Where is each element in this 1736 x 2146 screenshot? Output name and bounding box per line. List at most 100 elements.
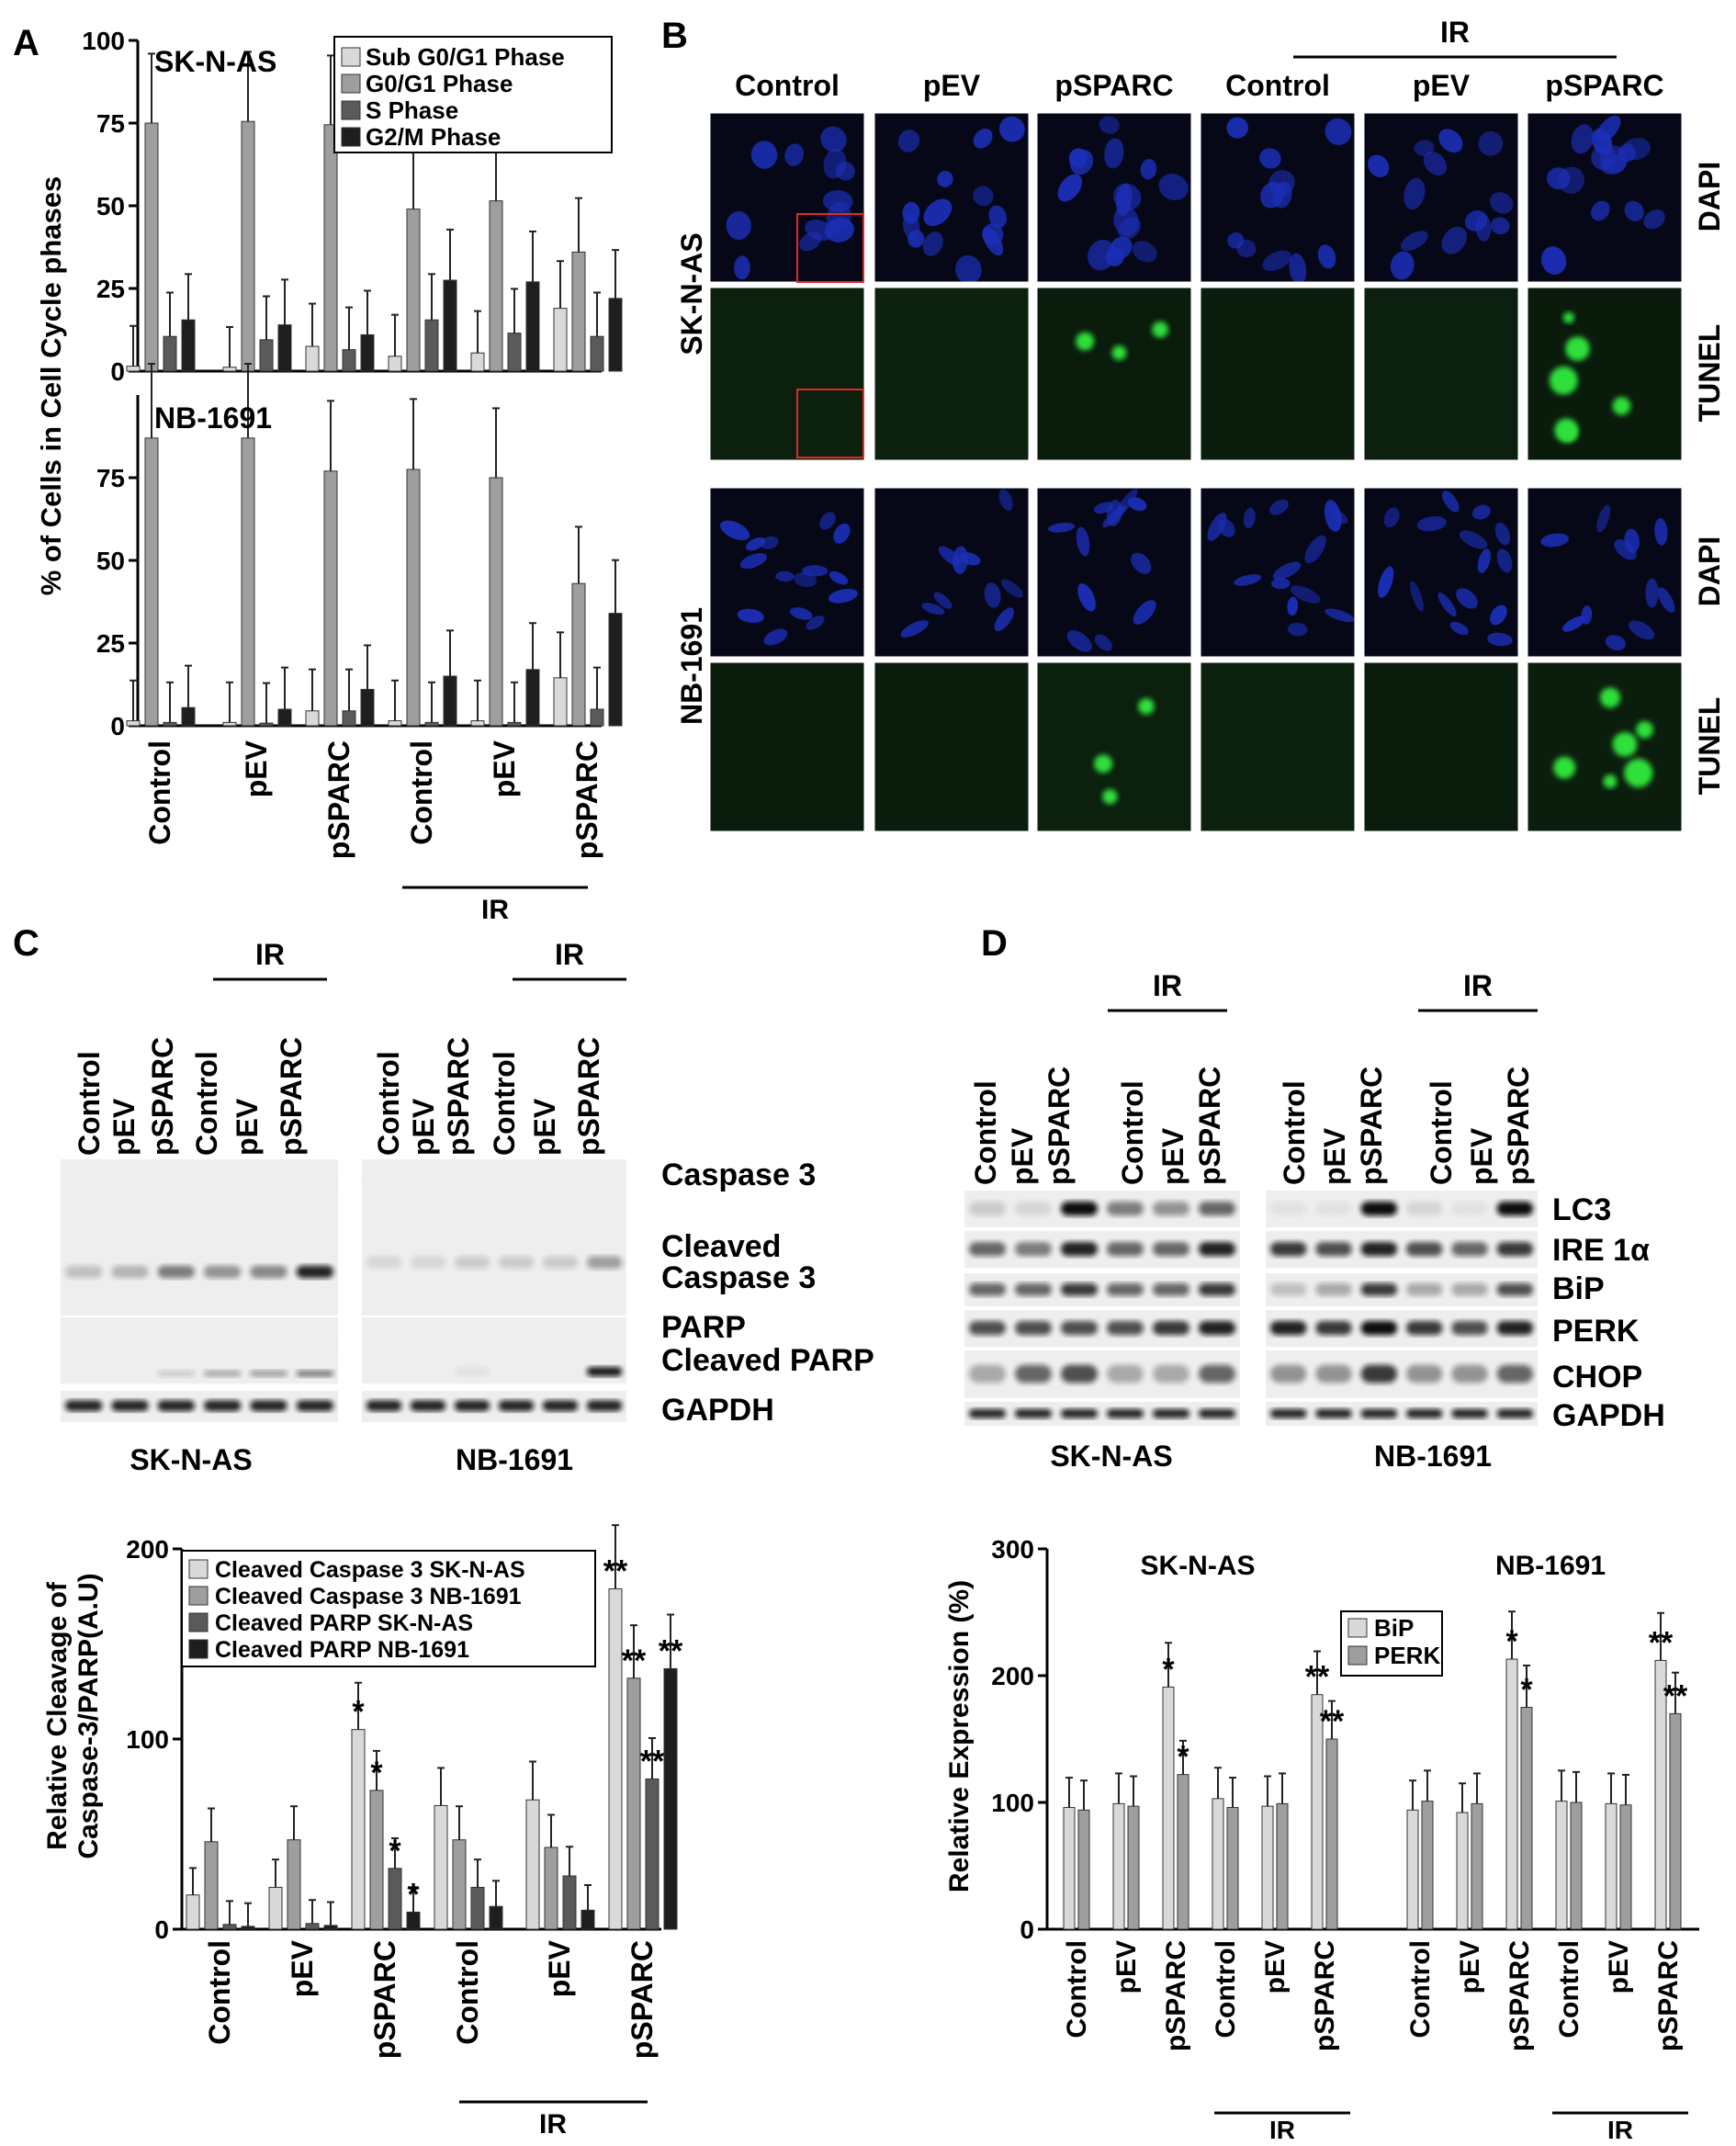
blot-lane-header: Control [190,1051,223,1156]
image-border [872,660,1031,834]
bar [222,367,237,372]
bar [277,708,292,727]
nucleus [750,141,778,169]
panel-b-ir-label: IR [1440,16,1470,49]
legend-label: S Phase [366,96,458,124]
image-border [1198,110,1358,285]
y-tick-label: 50 [96,547,125,575]
nucleus [1227,232,1245,249]
panel-b-column-headers: Control pEV pSPARC Control pEV pSPARC [735,69,1663,102]
panel-c-cell-line-2: NB-1691 [456,1443,573,1476]
bar [342,349,356,372]
tunel-positive-cell [1624,758,1653,788]
nucleus [1390,251,1415,280]
x-label: Control [405,740,438,845]
nucleus [1287,596,1299,616]
nucleus [1066,630,1092,652]
tunel-positive-cell [1138,698,1155,715]
blot-lane-header: Control [73,1051,106,1156]
bar [470,720,485,727]
panel-b-column-header: pSPARC [1054,69,1173,102]
tunel-positive-cell [1612,397,1631,415]
bar [181,319,196,372]
nucleus [1226,117,1248,139]
blot-lane-header: pSPARC [442,1037,475,1156]
blot-strip [1266,1310,1538,1347]
nucleus [1076,526,1090,557]
blot-strip [964,1310,1240,1347]
nucleus [994,607,1014,632]
blot-band [1153,1282,1189,1296]
nucleus [1410,581,1424,612]
nucleus [1403,177,1426,210]
tunel-positive-cell [1553,756,1576,779]
x-label: pSPARC [1653,1940,1684,2051]
significance-mark: ** [1649,1625,1674,1660]
nucleus [1289,253,1307,285]
panel-label-a: A [13,23,39,63]
panel-d-ylabel: Relative Expression (%) [944,1580,975,1892]
nucleus [1645,578,1659,608]
tunel-haze [874,661,1030,832]
bar [1077,1809,1090,1930]
nucleus [1596,504,1611,533]
legend-label: BiP [1374,1614,1414,1642]
nucleus [959,552,981,566]
nucleus [806,616,825,630]
panel-d-chart-ir-label-1: IR [1269,2116,1295,2144]
nucleus [1540,246,1567,275]
nucleus [933,592,953,609]
bar [163,335,177,372]
y-tick-label: 75 [96,464,125,492]
blot-band [1199,1282,1235,1296]
blot-lane-header: pEV [231,1098,264,1156]
blot-lane-header: pSPARC [146,1037,179,1156]
nucleus [938,546,962,567]
legend-label: Cleaved Caspase 3 SK-N-AS [215,1557,525,1583]
tunel-image-tile [707,285,867,463]
blot-band [1015,1408,1052,1418]
image-border [707,485,867,660]
nucleus [1077,582,1096,612]
panel-c-ir-label-2: IR [555,938,584,971]
dapi-image-tile [872,485,1031,660]
image-border [872,285,1031,463]
blot-label: LC3 [1552,1192,1611,1227]
tunel-haze [709,661,865,832]
y-tick-label: 100 [126,1725,169,1754]
blot-band [1107,1282,1144,1296]
bar [562,1875,577,1930]
blot-band [542,1400,579,1412]
nucleus [1654,517,1668,546]
image-background [874,487,1030,658]
nucleus [1629,620,1655,640]
nucleus [1438,129,1463,153]
bar [590,335,604,372]
image-border [1361,285,1521,463]
bar [388,356,402,372]
nucleus [1331,510,1348,525]
bar [1162,1686,1175,1930]
x-label: pEV [488,740,521,797]
y-tick-label: 75 [96,109,125,138]
blot-lane-header: pSPARC [1355,1067,1388,1185]
blot-band [1315,1282,1352,1296]
blot-strip [1266,1273,1538,1306]
bar [424,319,439,372]
blot-band [454,1256,490,1269]
panel-label-c: C [13,923,39,964]
blot-band [1496,1364,1534,1384]
nucleus [763,628,788,646]
significance-mark: ** [640,1744,665,1779]
bar [241,1926,255,1930]
bar [1063,1807,1076,1930]
nucleus [1437,593,1457,616]
blot-band [296,1370,333,1377]
bar [406,209,421,372]
nucleus [1416,515,1447,532]
blot-label: IRE 1α [1552,1233,1650,1268]
blot-band [1107,1364,1144,1384]
blot-band [1496,1408,1534,1418]
